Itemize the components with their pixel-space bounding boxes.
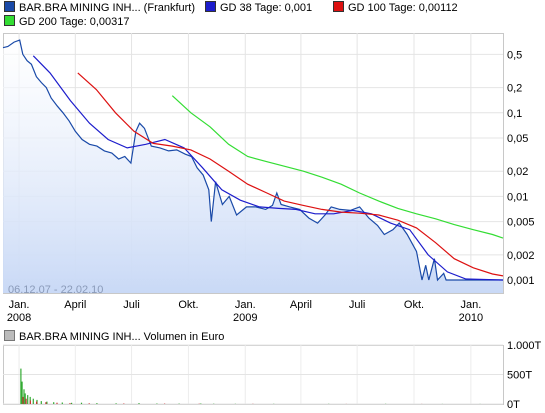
price-y-tick-label: 0,001 xyxy=(507,275,535,287)
volume-bar xyxy=(29,396,31,404)
price-area xyxy=(3,40,503,293)
gd100-line xyxy=(77,72,504,277)
volume-bar xyxy=(123,403,125,404)
legend-swatch-gd38 xyxy=(205,1,216,12)
x-tick-label: Juli xyxy=(349,299,366,311)
volume-y-tick-label: 500T xyxy=(507,370,532,382)
volume-legend: BAR.BRA MINING INH... Volumen in Euro xyxy=(4,330,224,344)
volume-bar xyxy=(22,396,24,404)
volume-bar xyxy=(71,402,73,404)
volume-bar xyxy=(24,393,26,404)
volume-bar xyxy=(200,403,202,404)
legend-item-gd200: GD 200 Tage: 0,00317 xyxy=(4,15,130,29)
volume-bar xyxy=(46,401,48,404)
volume-bar xyxy=(45,402,47,404)
volume-bar xyxy=(23,389,25,405)
gd38-line xyxy=(32,55,504,281)
legend-item-price: BAR.BRA MINING INH... (Frankfurt) xyxy=(4,1,195,15)
x-tick-label: Jan. xyxy=(9,299,30,311)
x-tick-label: Jan. xyxy=(235,299,256,311)
price-y-tick-label: 0,5 xyxy=(507,49,522,61)
volume-y-tick-label: 1.000T xyxy=(507,340,542,352)
volume-legend-label: BAR.BRA MINING INH... Volumen in Euro xyxy=(19,331,225,343)
legend-swatch-gd100 xyxy=(333,1,344,12)
volume-bar xyxy=(115,403,117,404)
volume-bar xyxy=(29,400,31,404)
x-tick-label: Okt. xyxy=(404,299,424,311)
price-y-tick-label: 0,02 xyxy=(507,166,528,178)
price-y-tick-label: 0,005 xyxy=(507,217,535,229)
date-range-label: 06.12.07 - 22.02.10 xyxy=(8,284,104,296)
price-y-tick-label: 0,2 xyxy=(507,83,522,95)
x-tick-label: Okt. xyxy=(178,299,198,311)
gd200-line xyxy=(171,95,504,239)
volume-bar xyxy=(61,402,63,404)
legend-item-gd100: GD 100 Tage: 0,00112 xyxy=(333,1,458,15)
x-tick-year-label: 2008 xyxy=(7,312,31,324)
volume-bar xyxy=(32,398,34,404)
x-tick-label: April xyxy=(290,299,312,311)
volume-legend-swatch xyxy=(4,330,15,341)
volume-bar xyxy=(138,403,140,404)
volume-bar xyxy=(25,398,27,404)
volume-bar xyxy=(36,401,38,404)
x-tick-year-label: 2010 xyxy=(459,312,483,324)
volume-bar xyxy=(56,402,58,404)
volume-bar xyxy=(80,402,83,404)
volume-bar xyxy=(88,403,90,404)
volume-bar xyxy=(21,381,23,404)
legend-label-gd200: GD 200 Tage: 0,00317 xyxy=(19,16,130,28)
volume-y-tick-label: 0T xyxy=(507,399,520,411)
x-tick-label: Juli xyxy=(123,299,140,311)
price-y-tick-label: 0,05 xyxy=(507,133,528,145)
x-tick-label: April xyxy=(64,299,86,311)
price-y-tick-label: 0,1 xyxy=(507,108,522,120)
x-tick-year-label: 2009 xyxy=(233,312,257,324)
price-line xyxy=(2,39,503,282)
legend-swatch-gd200 xyxy=(4,15,15,26)
x-tick-label: Jan. xyxy=(460,299,481,311)
volume-bar xyxy=(69,403,71,404)
price-y-tick-label: 0,002 xyxy=(507,250,535,262)
volume-bar xyxy=(40,401,42,404)
legend-label-gd38: GD 38 Tage: 0,001 xyxy=(220,2,313,14)
legend-swatch-price xyxy=(4,1,15,12)
volume-bar xyxy=(27,395,29,404)
volume-bar xyxy=(53,402,55,404)
legend-label-gd100: GD 100 Tage: 0,00112 xyxy=(348,2,458,14)
volume-bar xyxy=(156,403,158,404)
legend-label-price: BAR.BRA MINING INH... (Frankfurt) xyxy=(19,2,196,14)
volume-bar xyxy=(20,368,22,404)
volume-bar xyxy=(96,403,98,404)
legend-item-gd38: GD 38 Tage: 0,001 xyxy=(205,1,312,15)
price-y-tick-label: 0,01 xyxy=(507,191,528,203)
